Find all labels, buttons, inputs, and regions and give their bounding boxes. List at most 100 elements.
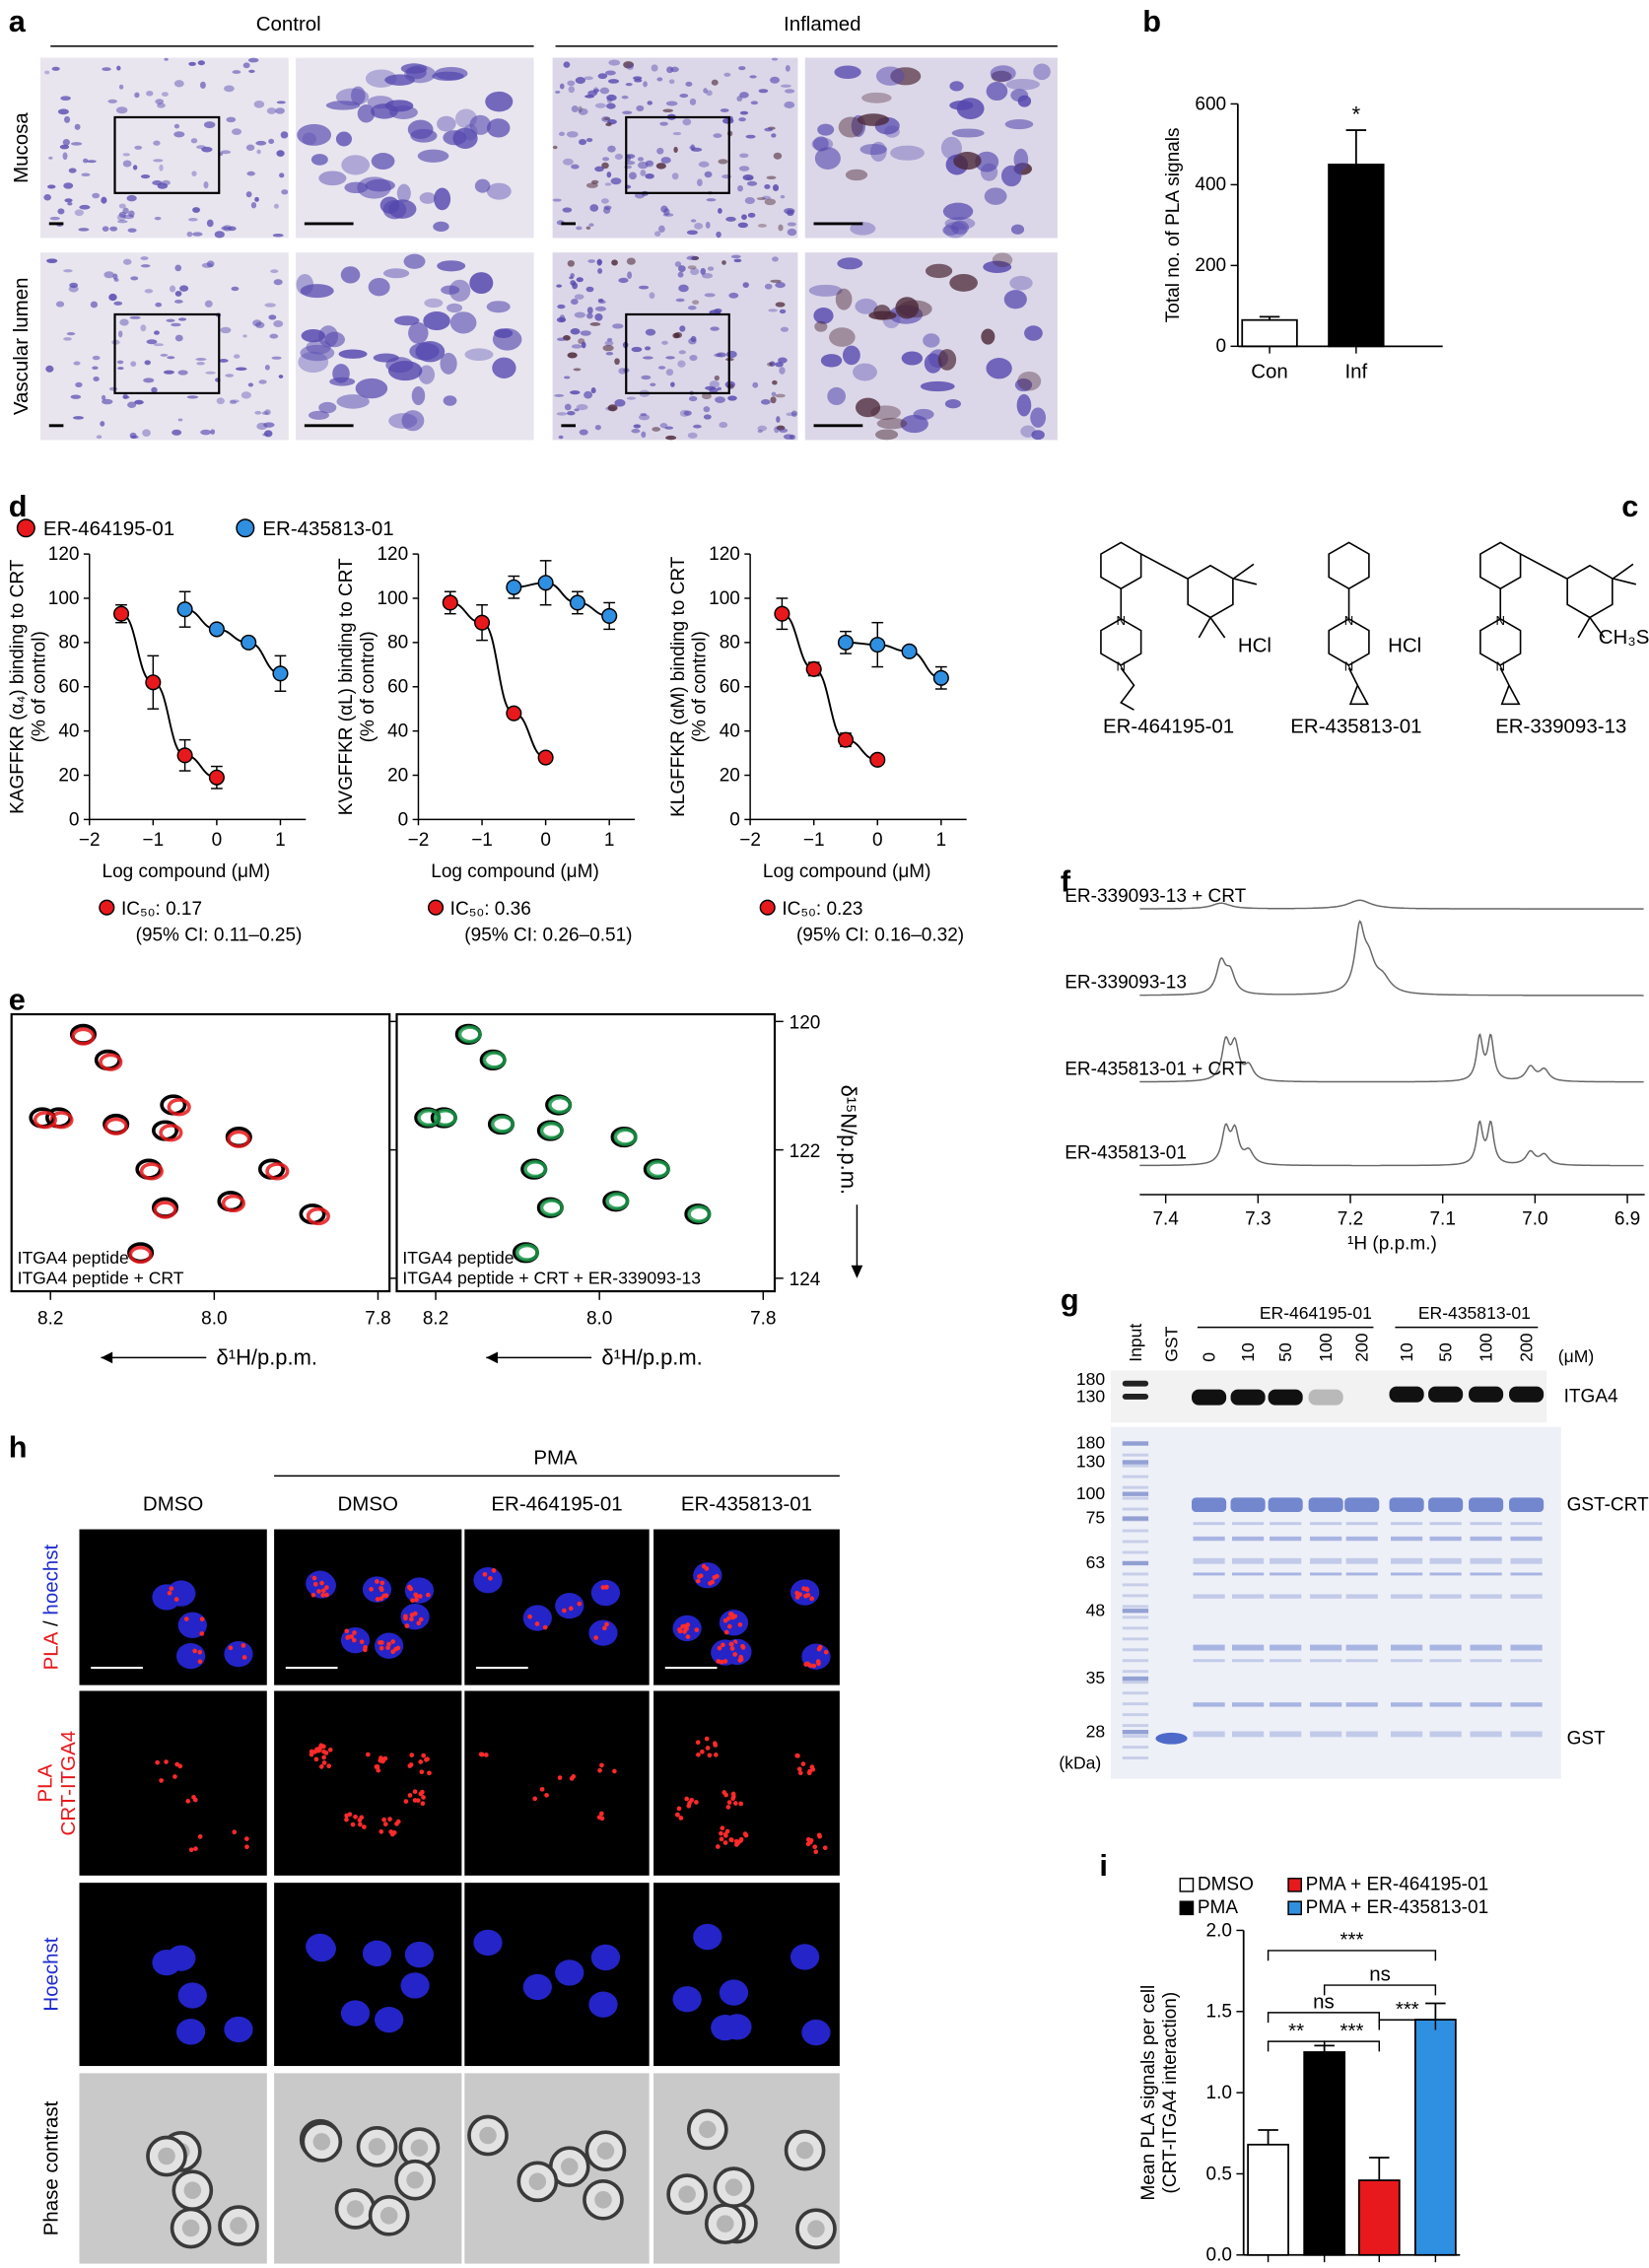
x-axis-label: ¹H (p.p.m.)	[1347, 1234, 1437, 1255]
peak-overlay	[490, 1115, 515, 1134]
pla-signal	[685, 1634, 691, 1639]
cell-nucleus	[718, 207, 722, 214]
band	[1270, 1557, 1302, 1564]
cell-nucleus	[625, 154, 636, 159]
y-tick-label: 20	[387, 765, 408, 786]
data-point	[537, 749, 554, 766]
cell-nucleus	[62, 152, 68, 161]
pla-signal	[412, 1789, 418, 1795]
cell-nucleus	[855, 298, 878, 314]
cell-nucleus	[159, 164, 164, 172]
peak-overlay	[99, 1053, 123, 1071]
band	[1193, 1572, 1225, 1576]
pla-signal	[404, 1623, 410, 1628]
pla-signal	[410, 1598, 415, 1604]
y-axis-label: KLGFFKR (αM) binding to CRT	[668, 556, 689, 817]
band	[1310, 1522, 1342, 1526]
cell-nucleus	[679, 94, 689, 99]
nucleus	[400, 1604, 430, 1630]
cell-nucleus	[394, 315, 420, 326]
cell-nucleus	[861, 92, 892, 103]
ladder-band	[1122, 1676, 1149, 1682]
cell-nucleus	[83, 158, 89, 164]
marker-label: 35	[1086, 1668, 1106, 1687]
pla-signal	[542, 1624, 548, 1630]
cell-nucleus	[656, 147, 664, 155]
cell-nucleus	[658, 225, 665, 233]
cell-nucleus	[227, 226, 237, 232]
band-label: GST-CRT	[1567, 1495, 1649, 1516]
cell-nucleus	[772, 183, 780, 191]
cell-nucleus	[664, 426, 674, 430]
band	[1510, 1644, 1543, 1651]
panel-label: h	[9, 1429, 28, 1464]
annotation: IC₅₀: 0.17	[121, 899, 202, 920]
marker-label: 130	[1076, 1387, 1106, 1407]
pla-signal	[324, 1585, 329, 1590]
cell-nucleus	[1005, 78, 1041, 91]
cell-nucleus	[571, 299, 579, 306]
cell-nucleus	[665, 435, 677, 441]
cell-core	[594, 2191, 612, 2209]
cell-nucleus	[685, 81, 693, 87]
cell-nucleus	[975, 151, 999, 172]
cell-nucleus	[206, 219, 214, 228]
pla-signal	[394, 1821, 399, 1826]
pla-signal	[167, 1590, 172, 1596]
cell-nucleus	[645, 160, 653, 167]
peak-overlay	[613, 1128, 638, 1146]
pla-signal	[363, 1645, 368, 1650]
pla-signal	[806, 1770, 812, 1776]
pla-signal	[599, 1762, 604, 1768]
pla-signal	[809, 1764, 815, 1770]
cell-nucleus	[396, 183, 411, 203]
cell-nucleus	[780, 326, 790, 332]
cell-nucleus	[140, 256, 149, 260]
cell-nucleus	[101, 394, 106, 401]
cell-nucleus	[153, 159, 164, 163]
cell-nucleus	[46, 258, 58, 264]
band	[1310, 1644, 1342, 1651]
panel-label: f	[1061, 864, 1071, 899]
band	[1390, 1557, 1423, 1564]
cell-nucleus	[279, 172, 285, 178]
cell-nucleus	[192, 207, 201, 213]
pla-signal	[729, 1646, 735, 1651]
y-tick-label: 60	[387, 677, 408, 698]
ring	[1479, 541, 1522, 590]
annotation: (95% CI: 0.11–0.25)	[136, 925, 303, 945]
cell-nucleus	[266, 107, 277, 114]
x-axis-label: Log compound (μM)	[763, 861, 931, 882]
significance: *	[1352, 102, 1361, 126]
pla-signal	[794, 1753, 800, 1758]
cell-nucleus	[850, 222, 876, 236]
band	[1345, 1659, 1378, 1663]
cell-nucleus	[673, 146, 678, 154]
row-label-part: CRT-ITGA4	[57, 1731, 80, 1836]
cell-nucleus	[663, 208, 670, 216]
cell-nucleus	[626, 257, 636, 265]
nucleus	[473, 1567, 503, 1594]
cell-nucleus	[72, 416, 85, 420]
pla-signal	[345, 1635, 350, 1640]
cell-nucleus	[255, 140, 267, 146]
bar	[1241, 318, 1298, 348]
pla-signal	[562, 1608, 567, 1614]
pla-signal	[738, 1836, 744, 1842]
cell-nucleus	[86, 160, 97, 164]
cell-nucleus	[686, 230, 698, 236]
pla-signal	[676, 1806, 682, 1812]
cell-nucleus	[727, 395, 737, 401]
band	[1345, 1572, 1378, 1576]
cell-nucleus	[47, 184, 56, 189]
pla-signal	[714, 1573, 720, 1579]
ladder-band	[1122, 1609, 1149, 1614]
cell-nucleus	[711, 79, 719, 86]
cell-nucleus	[629, 172, 637, 180]
cell-nucleus	[778, 357, 788, 364]
cell-nucleus	[574, 311, 586, 318]
nucleus	[588, 1991, 618, 2018]
cell-nucleus	[163, 370, 174, 375]
histology-image	[804, 57, 1058, 239]
cell-nucleus	[280, 131, 289, 139]
